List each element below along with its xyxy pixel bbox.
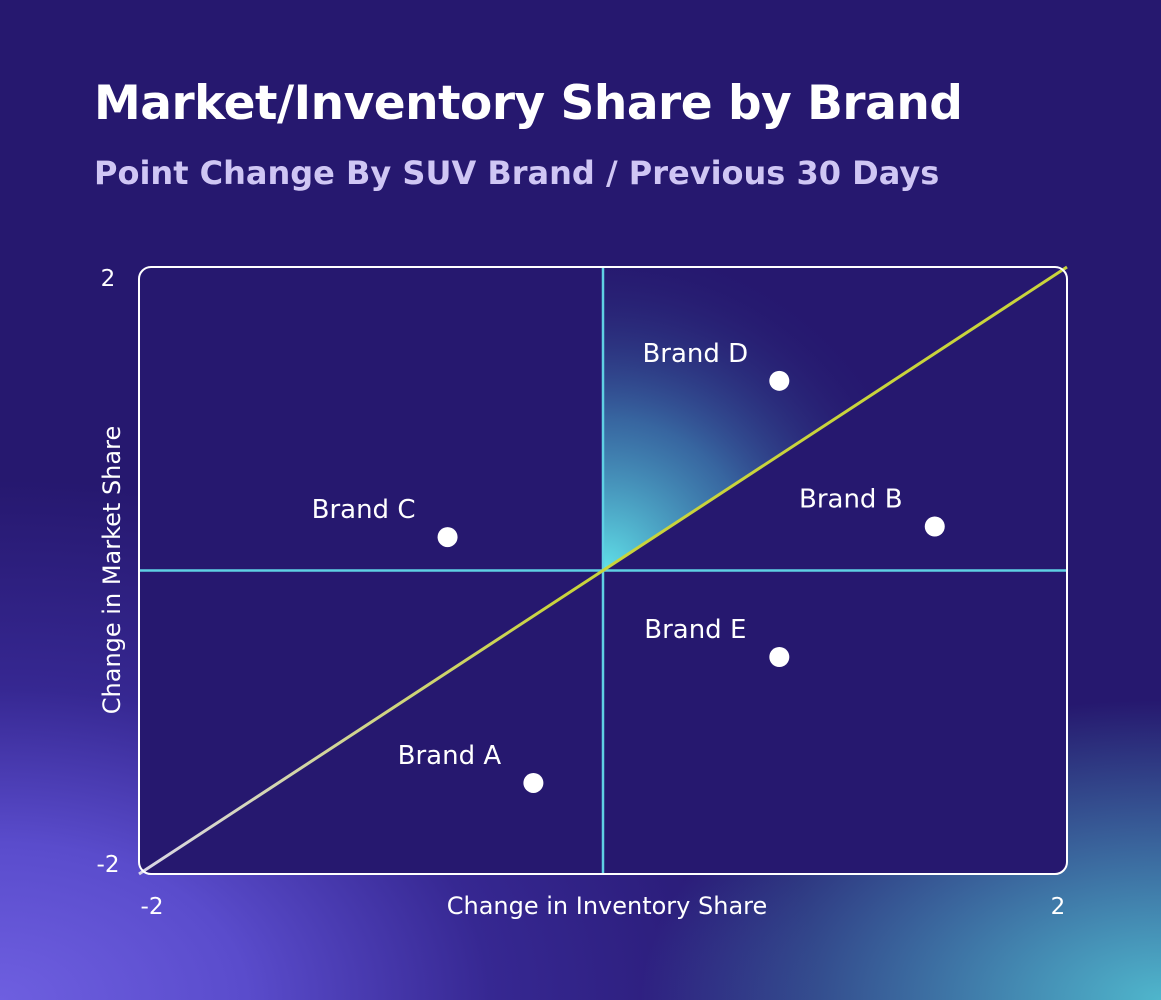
y-tick-max: 2 (101, 266, 116, 292)
data-label-brand-a: Brand A (398, 741, 502, 771)
y-axis-label: Change in Market Share (98, 426, 126, 714)
data-label-brand-b: Brand B (799, 484, 903, 514)
x-tick-max: 2 (1051, 894, 1066, 920)
plot-frame (138, 266, 1068, 875)
data-point-brand-b (924, 516, 945, 537)
x-axis-label: Change in Inventory Share (447, 892, 768, 920)
data-label-brand-e: Brand E (644, 615, 746, 645)
x-tick-min: -2 (141, 894, 164, 920)
data-label-brand-d: Brand D (642, 339, 748, 369)
data-point-brand-d (769, 370, 790, 391)
diagonal-parity-line (138, 265, 1068, 876)
data-point-brand-e (769, 646, 790, 667)
data-point-brand-c (437, 527, 458, 548)
data-label-brand-c: Brand C (312, 495, 416, 525)
data-point-brand-a (523, 772, 544, 793)
chart-subtitle: Point Change By SUV Brand / Previous 30 … (94, 154, 940, 192)
y-tick-min: -2 (97, 852, 120, 878)
chart-title: Market/Inventory Share by Brand (94, 76, 963, 131)
